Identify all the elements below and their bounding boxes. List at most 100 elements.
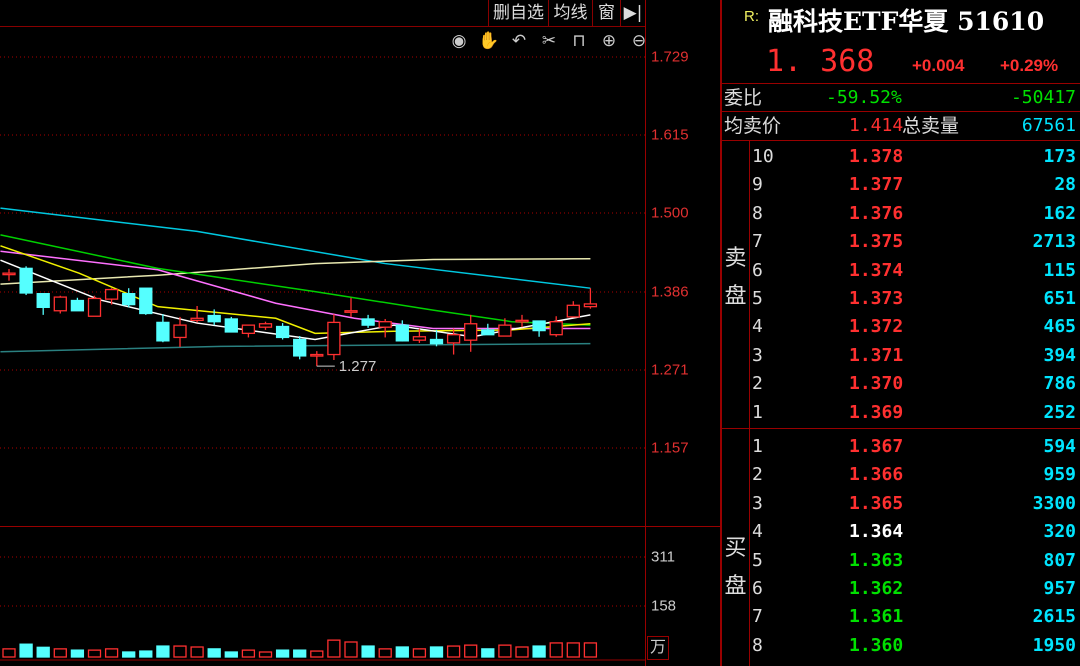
volume-bar <box>156 645 170 658</box>
scissors-icon[interactable]: ✂ <box>541 31 557 50</box>
volume-bar <box>429 646 444 658</box>
sell-level-row[interactable]: 2 1.370 786 <box>722 370 1080 398</box>
zoom-in-icon[interactable]: ⊕ <box>601 31 617 50</box>
level-price: 1.361 <box>849 606 904 628</box>
collapse-right-icon[interactable]: ▶| <box>620 0 645 27</box>
sell-level-row[interactable]: 6 1.374 115 <box>722 257 1080 285</box>
buy-level-row[interactable]: 2 1.366 959 <box>722 461 1080 489</box>
sell-side-label: 卖盘 <box>724 246 747 309</box>
level-number: 6 <box>752 578 763 599</box>
volume-bar <box>378 648 392 658</box>
level-price: 1.371 <box>849 344 904 366</box>
level-number: 5 <box>752 549 763 571</box>
level-volume: 807 <box>1043 549 1076 571</box>
buy-level-row[interactable]: 6 1.362 957 <box>722 575 1080 603</box>
volume-tick: 158 <box>651 597 677 615</box>
level-price: 1.369 <box>849 401 904 423</box>
volume-bar <box>446 645 461 658</box>
level-price: 1.374 <box>849 259 904 281</box>
candle-body <box>241 324 256 334</box>
candle-body <box>36 293 50 308</box>
volume-bar <box>190 646 204 658</box>
candle-body <box>549 321 563 336</box>
buy-level-row[interactable]: 1 1.367 594 <box>722 433 1080 461</box>
moving-average-button[interactable]: 均线 <box>548 0 592 27</box>
level-price: 1.367 <box>849 436 904 457</box>
buy-level-row[interactable]: 8 1.360 1950 <box>722 632 1080 660</box>
volume-bar <box>481 648 495 658</box>
volume-bar <box>549 642 563 658</box>
level-volume: 252 <box>1043 401 1076 423</box>
avg-ask-row: 均卖价 1.414 总卖量 67561 <box>722 112 1080 140</box>
avg-ask-value: 1.414 <box>849 115 904 136</box>
sell-level-row[interactable]: 5 1.373 651 <box>722 285 1080 313</box>
sell-level-row[interactable]: 4 1.372 465 <box>722 313 1080 341</box>
lock-icon[interactable]: ⊓ <box>572 31 586 50</box>
level-number: 7 <box>752 606 763 628</box>
sell-level-row[interactable]: 10 1.378 173 <box>722 143 1080 171</box>
candle-body <box>258 323 273 328</box>
candle-body <box>395 324 409 342</box>
level-number: 8 <box>752 634 763 656</box>
delete-watchlist-button[interactable]: 删自选 <box>488 0 548 27</box>
level-number: 6 <box>752 259 763 281</box>
buy-level-row[interactable]: 7 1.361 2615 <box>722 603 1080 631</box>
candle-body <box>464 323 478 341</box>
volume-bar <box>344 641 358 658</box>
volume-panel-divider <box>0 526 720 527</box>
candlestick-chart[interactable]: 1.277 <box>0 0 645 666</box>
volume-bar <box>515 646 529 658</box>
sell-level-row[interactable]: 9 1.377 28 <box>722 171 1080 199</box>
level-price: 1.375 <box>849 231 904 253</box>
zoom-out-icon[interactable]: ⊖ <box>631 31 647 50</box>
level-number: 8 <box>752 202 763 224</box>
candle-body <box>515 319 529 323</box>
eye-icon[interactable]: ◉ <box>451 31 467 50</box>
level-number: 7 <box>752 231 763 253</box>
level-number: 2 <box>752 464 763 486</box>
candle-body <box>173 324 187 339</box>
volume-bar <box>2 648 16 658</box>
level-price: 1.376 <box>849 202 904 224</box>
total-ask-label: 总卖量 <box>902 115 960 137</box>
level-price: 1.365 <box>849 492 904 514</box>
level-price: 1.370 <box>849 373 904 395</box>
candle-body <box>498 324 512 337</box>
buy-level-row[interactable]: 3 1.365 3300 <box>722 490 1080 518</box>
hand-icon[interactable]: ✋ <box>478 31 500 50</box>
candle-body <box>207 314 221 323</box>
level-price: 1.378 <box>849 146 904 167</box>
level-price: 1.372 <box>849 316 904 338</box>
candle-body <box>566 304 580 318</box>
price-change-pct: +0.29% <box>1000 56 1059 75</box>
level-number: 3 <box>752 344 763 366</box>
moving-average-line <box>0 207 591 289</box>
panel-divider <box>720 0 722 666</box>
volume-bar <box>395 646 409 658</box>
window-button[interactable]: 窗 <box>592 0 620 27</box>
undo-icon[interactable]: ↶ <box>511 31 527 50</box>
candle-body <box>344 310 358 313</box>
price-tick: 1.615 <box>651 126 689 144</box>
price-tick: 1.271 <box>651 361 689 379</box>
volume-bar <box>258 651 273 658</box>
level-number: 3 <box>752 492 763 514</box>
candle-body <box>310 353 324 357</box>
level-price: 1.362 <box>849 578 904 599</box>
buy-level-row[interactable]: 5 1.363 807 <box>722 547 1080 575</box>
level-volume: 957 <box>1043 578 1076 599</box>
volume-bar <box>70 649 85 658</box>
sell-level-row[interactable]: 7 1.375 2713 <box>722 228 1080 256</box>
level-volume: 465 <box>1043 316 1076 338</box>
level-volume: 2713 <box>1032 231 1076 253</box>
sell-level-row[interactable]: 1 1.369 252 <box>722 399 1080 427</box>
level-number: 9 <box>752 174 763 196</box>
candle-body <box>293 338 307 357</box>
axis-divider <box>645 0 646 666</box>
buy-level-row[interactable]: 4 1.364 320 <box>722 518 1080 546</box>
level-number: 4 <box>752 316 763 338</box>
sell-level-row[interactable]: 8 1.376 162 <box>722 200 1080 228</box>
level-volume: 1950 <box>1032 634 1076 656</box>
level-volume: 162 <box>1043 202 1076 224</box>
sell-level-row[interactable]: 3 1.371 394 <box>722 342 1080 370</box>
